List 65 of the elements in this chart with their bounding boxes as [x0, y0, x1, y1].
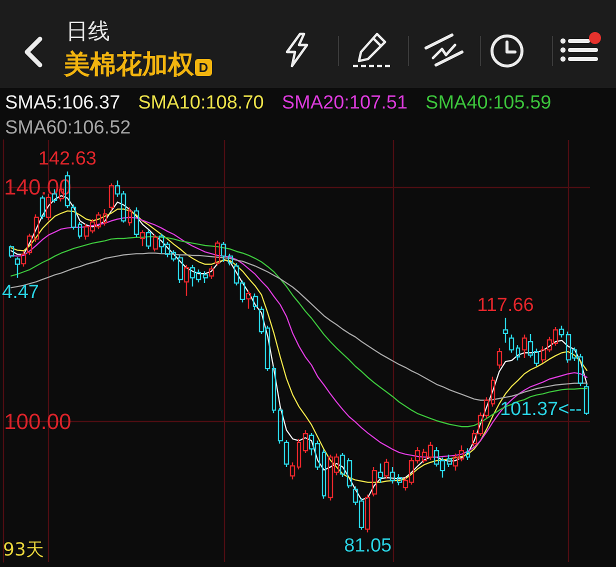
candlestick [378, 462, 384, 484]
candlestick [102, 208, 108, 226]
candlestick [108, 182, 114, 211]
candlestick [496, 347, 502, 370]
candlestick [346, 458, 352, 489]
candlestick [390, 466, 396, 484]
candlestick [396, 473, 402, 486]
y-tick-label: 100.00 [4, 408, 72, 434]
candlestick [8, 244, 14, 258]
candlestick [490, 376, 496, 408]
text: SMA10:108.70 [138, 92, 264, 114]
candlestick [284, 439, 290, 468]
candlestick [502, 317, 508, 344]
candlestick [140, 230, 146, 247]
text: SMA20:107.51 [282, 92, 408, 114]
candlestick [228, 253, 234, 266]
candlestick [516, 344, 520, 361]
candlestick [296, 438, 302, 470]
candlestick [384, 458, 390, 480]
candlestick [340, 452, 346, 478]
candlestick [278, 407, 284, 444]
candlestick [134, 206, 140, 238]
candlestick [466, 448, 470, 461]
candlestick [78, 221, 82, 240]
candlestick [508, 334, 514, 354]
candlestick [272, 366, 276, 414]
candlestick [522, 334, 528, 359]
annotation: 117.66 [477, 294, 534, 316]
candlestick [20, 250, 26, 268]
candlestick [208, 265, 214, 280]
candlestick [184, 264, 190, 297]
candlestick [252, 292, 258, 311]
candlestick [46, 193, 52, 221]
candlestick [14, 256, 20, 279]
annotation: 142.63 [38, 148, 97, 170]
candlestick [302, 430, 308, 454]
candlestick [446, 454, 452, 468]
text: SMA60:106.52 [5, 118, 131, 138]
candlestick [178, 254, 184, 284]
candlestick [584, 383, 590, 416]
candlestick [40, 195, 46, 220]
candlestick [70, 204, 76, 230]
candlestick [146, 230, 152, 250]
candlestick [128, 206, 132, 226]
candlestick [558, 325, 564, 338]
chart-title: 美棉花加权 [63, 50, 195, 80]
candlestick [202, 270, 208, 284]
annotation: 101.37<-- [500, 398, 582, 420]
annotation: 4.47 [2, 282, 39, 303]
candlestick [220, 241, 226, 263]
candlestick [364, 494, 370, 533]
annotation: 81.05 [344, 535, 392, 556]
candlestick [26, 233, 32, 256]
text: SMA5:106.37 [5, 92, 120, 114]
badge: D [195, 59, 212, 76]
chart-subtitle: 日线 [66, 20, 110, 44]
candlestick [246, 290, 252, 310]
candlestick [322, 448, 326, 500]
candlestick [214, 240, 220, 266]
text: SMA40:105.59 [426, 92, 552, 114]
candlestick [290, 462, 296, 480]
annotation: 93天 [3, 540, 44, 560]
candlestick [152, 234, 158, 252]
candlestick [372, 466, 378, 497]
candlestick [34, 214, 40, 243]
